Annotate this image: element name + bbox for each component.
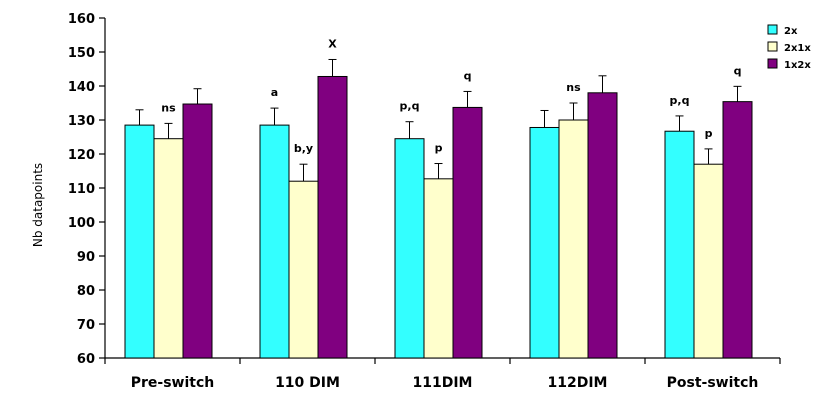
significance-label: q	[734, 64, 742, 77]
legend-swatch-1x2x	[767, 58, 778, 69]
legend-label-1x2x: 1x2x	[784, 60, 811, 71]
y-tick-label: 140	[68, 80, 95, 95]
bar-2x	[259, 124, 290, 359]
bar-1x2x	[317, 75, 348, 359]
bar-2x1x	[693, 163, 724, 359]
significance-label: p,q	[670, 94, 690, 107]
legend-label-2x: 2x	[784, 26, 798, 37]
x-tick-label: 111DIM	[413, 375, 473, 391]
significance-label: b,y	[294, 142, 313, 155]
y-tick-label: 150	[68, 46, 95, 61]
bar-1x2x	[452, 106, 483, 359]
bar-1x2x	[587, 92, 618, 359]
y-tick-label: 160	[68, 12, 95, 27]
significance-label: p,q	[400, 100, 420, 113]
bar-1x2x	[182, 103, 213, 359]
y-tick-label: 60	[77, 352, 95, 367]
bar-2x1x	[423, 178, 454, 359]
legend-label-2x1x: 2x1x	[784, 43, 811, 54]
significance-label: a	[271, 86, 278, 99]
y-tick-label: 100	[68, 216, 95, 231]
significance-label: p	[705, 127, 713, 140]
bar-2x	[394, 138, 425, 359]
bar-2x1x	[558, 119, 589, 359]
significance-label: q	[464, 69, 472, 82]
bar-2x	[529, 126, 560, 359]
legend-swatch-2x	[767, 24, 778, 35]
x-tick-label: 110 DIM	[275, 375, 340, 391]
y-tick-label: 80	[77, 284, 95, 299]
x-tick-label: Pre-switch	[131, 375, 215, 391]
x-tick-label: 112DIM	[548, 375, 608, 391]
significance-label: X	[328, 37, 337, 50]
bar-2x1x	[288, 180, 319, 359]
y-tick-label: 130	[68, 114, 95, 129]
significance-label: ns	[566, 81, 581, 94]
significance-label: p	[435, 142, 443, 155]
y-tick-label: 70	[77, 318, 95, 333]
significance-label: ns	[161, 101, 176, 114]
bar-2x	[124, 124, 155, 359]
plot-area: 60 70 80 90 100 110 120 130 140 150 160 Pre-switch 1…	[68, 12, 812, 391]
y-tick-label: 120	[68, 148, 95, 163]
x-tick-label: Post-switch	[667, 375, 759, 391]
bar-2x	[664, 130, 695, 359]
y-tick-label: 90	[77, 250, 95, 265]
legend-swatch-2x1x	[767, 41, 778, 52]
y-axis-label: Nb datapoints	[31, 163, 45, 247]
bar-1x2x	[722, 101, 753, 359]
y-tick-label: 110	[68, 182, 95, 197]
bar-2x1x	[153, 138, 184, 359]
